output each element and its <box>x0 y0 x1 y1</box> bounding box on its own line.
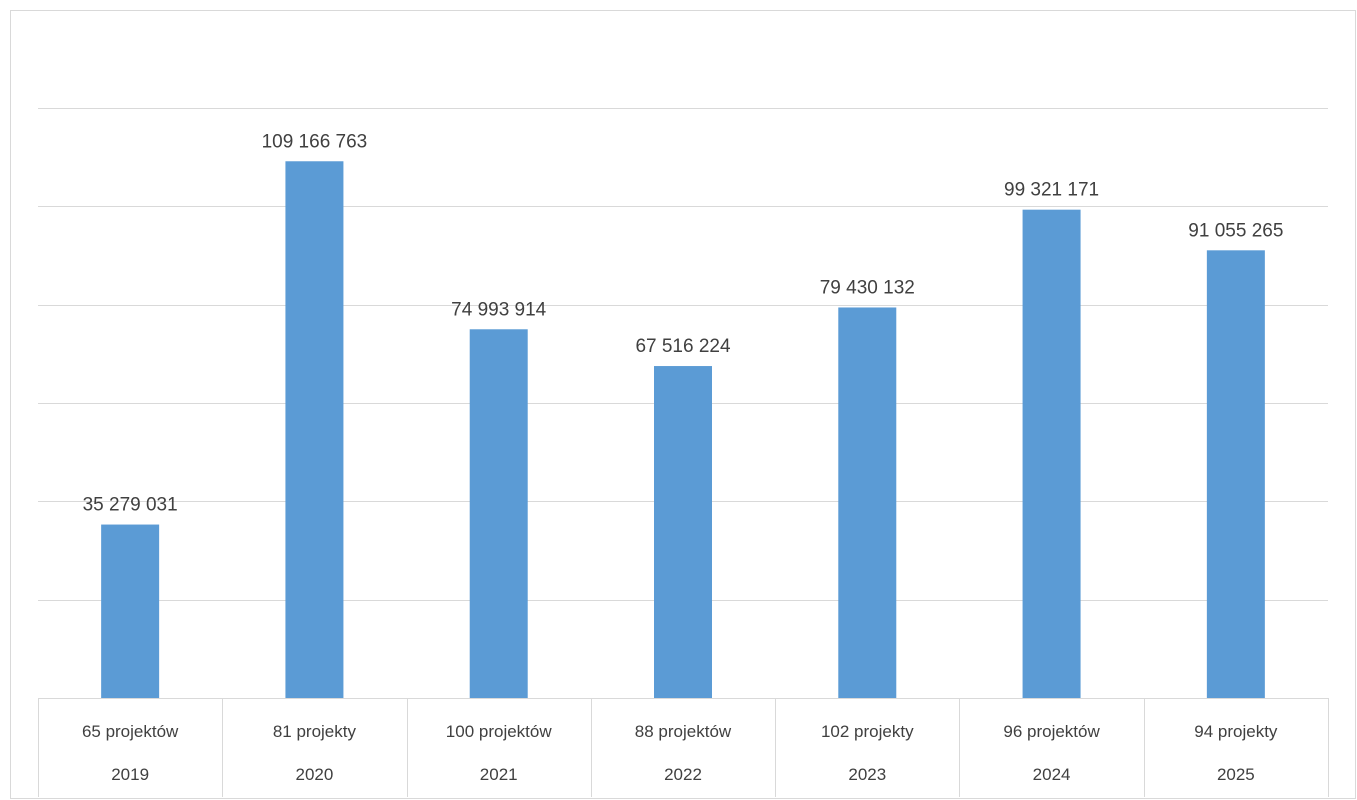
bar-2021 <box>469 329 528 698</box>
bar-2022 <box>654 366 712 698</box>
tick-label-projects-2020: 81 projekty <box>273 722 357 741</box>
tick-label-year-2023: 2023 <box>848 765 886 784</box>
data-label-2022: 67 516 224 <box>635 336 731 357</box>
gridlines <box>38 108 1328 601</box>
tick-label-projects-2019: 65 projektów <box>82 722 179 741</box>
bars <box>101 161 1265 699</box>
bar-2024 <box>1022 209 1081 699</box>
tick-label-projects-2023: 102 projekty <box>821 722 914 741</box>
bar-2020 <box>285 161 344 698</box>
tick-label-projects-2022: 88 projektów <box>635 722 732 741</box>
data-label-2019: 35 279 031 <box>83 495 178 516</box>
bar-2023 <box>838 307 897 698</box>
data-label-2024: 99 321 171 <box>1004 180 1099 201</box>
tick-label-year-2021: 2021 <box>480 765 518 784</box>
bar-2019 <box>101 524 160 698</box>
tick-label-projects-2024: 96 projektów <box>1003 722 1100 741</box>
tick-label-year-2025: 2025 <box>1217 765 1255 784</box>
data-label-2023: 79 430 132 <box>820 277 915 298</box>
tick-label-projects-2025: 94 projekty <box>1194 722 1278 741</box>
tick-label-year-2020: 2020 <box>296 765 334 784</box>
data-labels: 35 279 031 109 166 763 74 993 914 67 516 22… <box>83 131 1284 515</box>
bar-2025 <box>1206 250 1265 698</box>
tick-label-projects-2021: 100 projektów <box>446 722 553 741</box>
data-label-2020: 109 166 763 <box>262 131 368 152</box>
data-label-2021: 74 993 914 <box>451 299 547 320</box>
category-axis: 65 projektów 2019 81 projekty 2020 100 proje… <box>38 698 1329 797</box>
tick-label-year-2019: 2019 <box>111 765 149 784</box>
data-label-2025: 91 055 265 <box>1188 220 1283 241</box>
tick-label-year-2024: 2024 <box>1033 765 1071 784</box>
tick-label-year-2022: 2022 <box>664 765 702 784</box>
